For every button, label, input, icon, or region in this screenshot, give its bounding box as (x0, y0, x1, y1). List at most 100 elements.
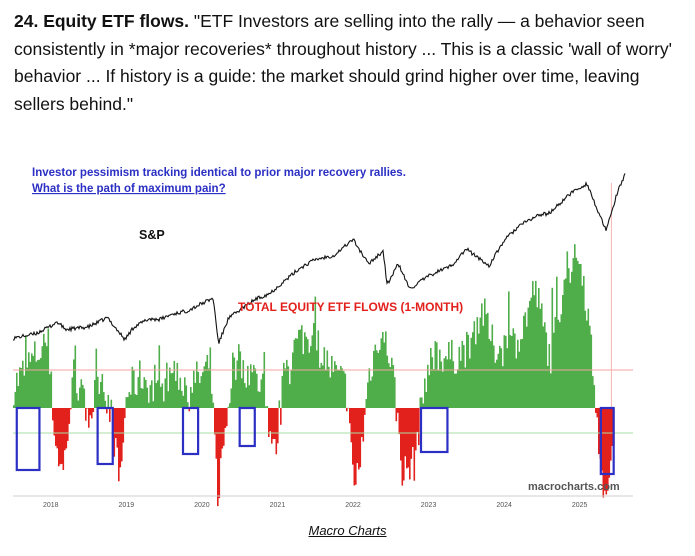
flow-bar (610, 408, 612, 461)
flow-bar (113, 408, 116, 457)
flow-bar (274, 408, 276, 439)
flow-bar (259, 391, 261, 408)
flow-bar (463, 345, 465, 408)
flow-bar (430, 348, 432, 408)
flow-bar (437, 369, 440, 408)
header-number-title: 24. Equity ETF flows. (14, 11, 190, 31)
flow-bar (107, 395, 110, 408)
flow-bar (154, 364, 156, 408)
highlight-box (238, 406, 256, 448)
flow-bar (47, 328, 50, 408)
flow-bar (349, 408, 351, 424)
flow-bar (458, 346, 461, 408)
flow-bar (182, 395, 185, 408)
flow-bar (26, 367, 29, 408)
flow-bar (314, 296, 317, 408)
flow-bar (170, 373, 173, 408)
flow-bar (563, 279, 566, 408)
flow-bar (37, 360, 39, 408)
flow-bar (116, 408, 119, 448)
flow-bar (493, 345, 495, 408)
flow-bar (224, 408, 227, 428)
flow-bar (532, 281, 534, 408)
flow-bar (203, 366, 206, 408)
flow-bar (361, 408, 363, 437)
flow-bar (73, 359, 75, 408)
flow-bar (202, 372, 204, 408)
flow-bar (76, 393, 78, 408)
flow-bar (319, 367, 321, 408)
flow-bar (235, 379, 237, 408)
flow-bar (46, 346, 48, 408)
flow-bar (392, 365, 395, 408)
flow-bar (350, 408, 353, 443)
flow-bar (484, 298, 486, 408)
flow-bar (485, 314, 488, 408)
flow-bar (554, 317, 557, 408)
highlight-box (96, 406, 114, 466)
flow-bar (338, 370, 341, 408)
flow-bar (557, 319, 560, 408)
flow-bar (373, 350, 375, 408)
flow-bar (239, 351, 242, 408)
flow-bar (41, 346, 44, 408)
flow-bar (221, 408, 224, 449)
flow-bar (560, 314, 563, 408)
source-link[interactable]: Macro Charts (308, 523, 387, 538)
flow-bar (491, 324, 494, 408)
flow-bar (34, 341, 36, 408)
annotation-line-1: Investor pessimism tracking identical to… (32, 167, 406, 179)
flow-bar (596, 408, 599, 418)
flow-bar (85, 408, 87, 421)
flow-bar (248, 385, 251, 408)
flow-bar (337, 369, 339, 408)
flow-bar (251, 372, 254, 408)
flow-bar (434, 341, 437, 408)
flow-bar (487, 312, 489, 408)
flow-bar (25, 335, 27, 408)
flow-bar (149, 385, 152, 408)
flow-bar (64, 408, 66, 451)
x-tick-label: 2024 (496, 502, 512, 509)
flow-bar (265, 406, 267, 408)
flow-bar (68, 408, 71, 424)
flow-bar (355, 408, 357, 485)
flow-bar (379, 349, 381, 408)
flow-bar (70, 408, 72, 410)
flow-bar (179, 377, 182, 408)
flow-bar (329, 377, 332, 408)
flow-bar (589, 325, 591, 408)
watermark: macrocharts.com (528, 481, 620, 493)
flow-bar (536, 307, 539, 408)
flow-bar (587, 308, 590, 408)
flow-bar (331, 356, 333, 408)
flow-bar (299, 329, 302, 408)
flow-bar (283, 362, 285, 408)
flow-bar (323, 347, 326, 408)
flow-bar (389, 367, 392, 408)
flow-bar (136, 395, 138, 408)
flow-bar (497, 353, 500, 408)
flow-bar (353, 408, 356, 486)
flow-bar (592, 376, 594, 408)
flow-bar (508, 291, 510, 408)
flow-bar (268, 408, 270, 437)
flow-bar (515, 358, 518, 408)
flow-bar (482, 325, 485, 408)
flow-bar (518, 351, 521, 408)
flow-bar (97, 376, 99, 408)
flow-bar (238, 344, 240, 408)
flow-bar (266, 406, 269, 408)
flow-bar (479, 317, 482, 408)
flow-bar (244, 383, 246, 408)
flow-bar (526, 326, 528, 408)
flow-bar (157, 380, 159, 408)
flow-bar (196, 361, 198, 408)
flow-bar (386, 355, 389, 408)
flow-bar (67, 408, 69, 441)
x-axis-ticks: 2018 2019 2020 2021 2022 2023 2024 2025 (13, 495, 633, 509)
flow-bar (547, 366, 549, 408)
flow-bar (218, 408, 221, 499)
flow-bar (296, 338, 299, 408)
flow-bar (325, 369, 327, 408)
